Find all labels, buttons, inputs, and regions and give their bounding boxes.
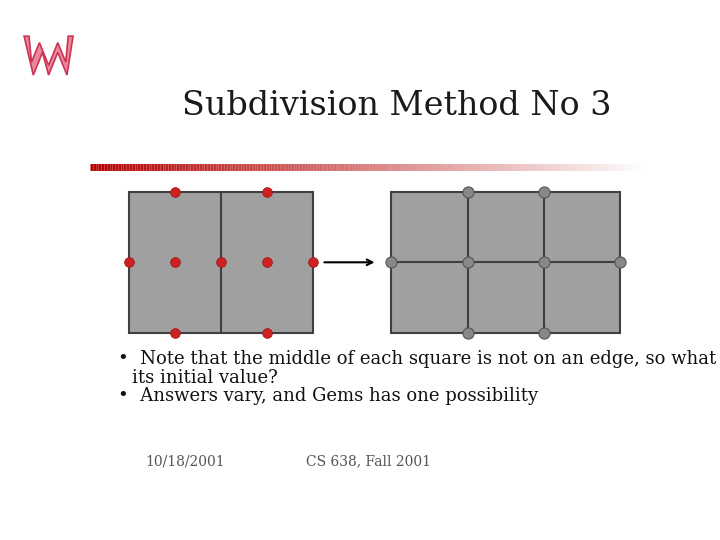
Text: CS 638, Fall 2001: CS 638, Fall 2001: [307, 454, 431, 468]
Text: •  Note that the middle of each square is not on an edge, so what is: • Note that the middle of each square is…: [118, 349, 720, 368]
Bar: [129, 192, 313, 333]
Text: 10/18/2001: 10/18/2001: [145, 454, 225, 468]
Text: •  Answers vary, and Gems has one possibility: • Answers vary, and Gems has one possibi…: [118, 387, 538, 405]
Polygon shape: [24, 36, 73, 75]
Text: its initial value?: its initial value?: [132, 369, 278, 387]
Text: Subdivision Method No 3: Subdivision Method No 3: [182, 90, 612, 123]
Bar: [392, 192, 620, 333]
